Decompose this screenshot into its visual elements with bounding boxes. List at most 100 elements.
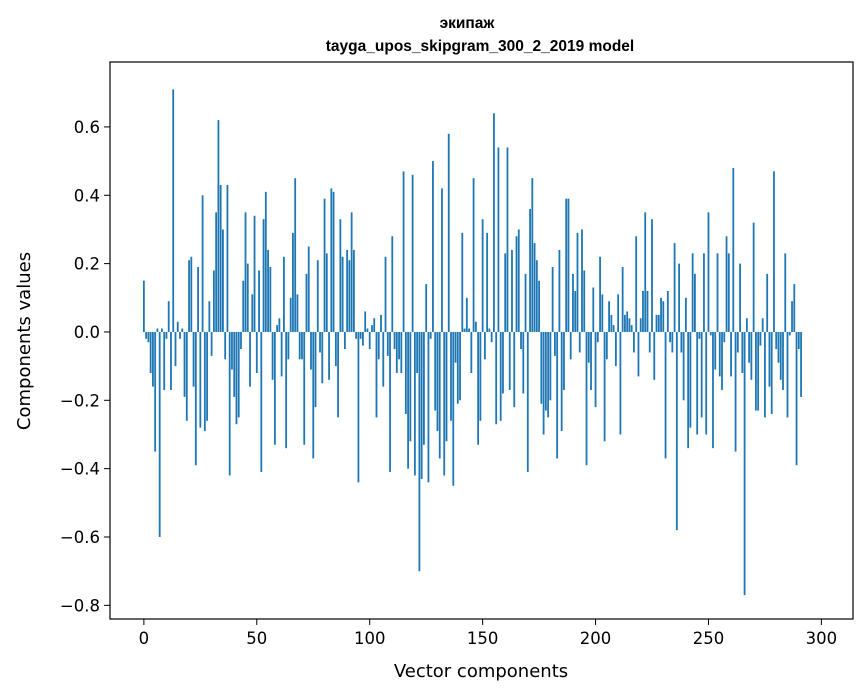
bar bbox=[617, 294, 620, 332]
bar bbox=[531, 178, 534, 332]
bar bbox=[194, 331, 197, 466]
bar bbox=[725, 236, 728, 332]
bar bbox=[429, 331, 432, 339]
bar bbox=[741, 331, 744, 373]
bar bbox=[750, 331, 753, 380]
bar bbox=[332, 191, 335, 332]
bar bbox=[723, 331, 726, 343]
bar bbox=[752, 222, 755, 332]
bar bbox=[791, 301, 793, 332]
bar bbox=[154, 331, 157, 452]
bar bbox=[490, 331, 493, 343]
bar bbox=[418, 331, 421, 572]
bar bbox=[427, 331, 430, 483]
bar bbox=[450, 331, 452, 421]
bar bbox=[301, 331, 303, 360]
bar bbox=[644, 212, 647, 332]
bar bbox=[156, 328, 159, 332]
bar bbox=[183, 331, 186, 397]
y-tick-label: −0.8 bbox=[60, 596, 100, 615]
bar bbox=[167, 301, 170, 332]
bar bbox=[800, 331, 802, 397]
bar bbox=[368, 331, 371, 350]
bar bbox=[716, 253, 719, 332]
bar bbox=[721, 331, 723, 391]
bar bbox=[400, 331, 403, 373]
x-tick-label: 300 bbox=[806, 629, 838, 648]
bar bbox=[292, 232, 294, 332]
bar bbox=[409, 331, 412, 442]
bar bbox=[522, 331, 525, 394]
bar bbox=[407, 331, 410, 469]
bar bbox=[296, 294, 299, 332]
bar bbox=[504, 253, 507, 332]
bar bbox=[203, 331, 206, 432]
bar bbox=[377, 331, 380, 360]
bar bbox=[337, 331, 339, 418]
bar bbox=[176, 321, 179, 332]
bar bbox=[567, 198, 570, 332]
bar bbox=[269, 267, 272, 332]
chart-title: экипаж bbox=[440, 15, 496, 32]
bar bbox=[303, 331, 306, 445]
bar bbox=[596, 331, 599, 343]
bar bbox=[621, 267, 624, 332]
bar bbox=[682, 331, 685, 401]
bar bbox=[581, 229, 583, 332]
bar bbox=[244, 212, 247, 332]
bar bbox=[149, 331, 152, 373]
y-tick-label: −0.6 bbox=[60, 528, 100, 547]
bar bbox=[565, 198, 568, 332]
bar bbox=[736, 331, 739, 353]
bar bbox=[488, 328, 491, 332]
y-tick-label: 0.4 bbox=[74, 186, 100, 205]
bar bbox=[181, 328, 184, 332]
bar bbox=[438, 331, 441, 459]
bar bbox=[371, 325, 373, 332]
bar bbox=[633, 331, 635, 353]
bar bbox=[712, 331, 714, 449]
x-tick-label: 0 bbox=[139, 629, 150, 648]
bar bbox=[614, 331, 617, 367]
bar bbox=[452, 331, 455, 486]
y-axis: 0.6 0.4 0.2 0.0 −0.2 −0.4 −0.6 −0.8 bbox=[60, 118, 110, 615]
bar bbox=[493, 113, 495, 332]
bar bbox=[639, 318, 642, 332]
bar bbox=[583, 270, 586, 332]
bar bbox=[797, 331, 800, 350]
bar bbox=[513, 331, 516, 408]
bar bbox=[192, 331, 195, 387]
bar bbox=[165, 331, 168, 339]
bar bbox=[425, 284, 428, 332]
bar bbox=[420, 331, 423, 479]
bar bbox=[707, 212, 710, 332]
y-tick-label: −0.2 bbox=[60, 391, 100, 410]
bar bbox=[698, 331, 701, 339]
bar bbox=[502, 331, 504, 394]
bar bbox=[163, 331, 166, 391]
bar bbox=[264, 191, 267, 332]
bar bbox=[590, 331, 592, 391]
bar bbox=[413, 331, 416, 476]
bar bbox=[646, 290, 649, 332]
bar bbox=[362, 331, 364, 346]
x-axis: 0 50 100 150 200 250 300 bbox=[139, 619, 838, 648]
bar bbox=[325, 253, 328, 332]
bar bbox=[393, 331, 396, 350]
bar bbox=[666, 290, 669, 332]
bar bbox=[215, 212, 218, 332]
bar bbox=[777, 331, 780, 363]
bar bbox=[585, 331, 588, 466]
x-tick-label: 200 bbox=[580, 629, 612, 648]
bar bbox=[468, 328, 470, 332]
bar bbox=[380, 314, 382, 332]
bar bbox=[696, 331, 699, 435]
bar bbox=[551, 267, 554, 332]
x-tick-label: 250 bbox=[693, 629, 725, 648]
bar bbox=[319, 331, 321, 353]
bar bbox=[669, 331, 671, 343]
bar bbox=[671, 331, 674, 353]
bar bbox=[574, 290, 577, 332]
bar bbox=[289, 297, 292, 332]
bar bbox=[748, 331, 751, 363]
